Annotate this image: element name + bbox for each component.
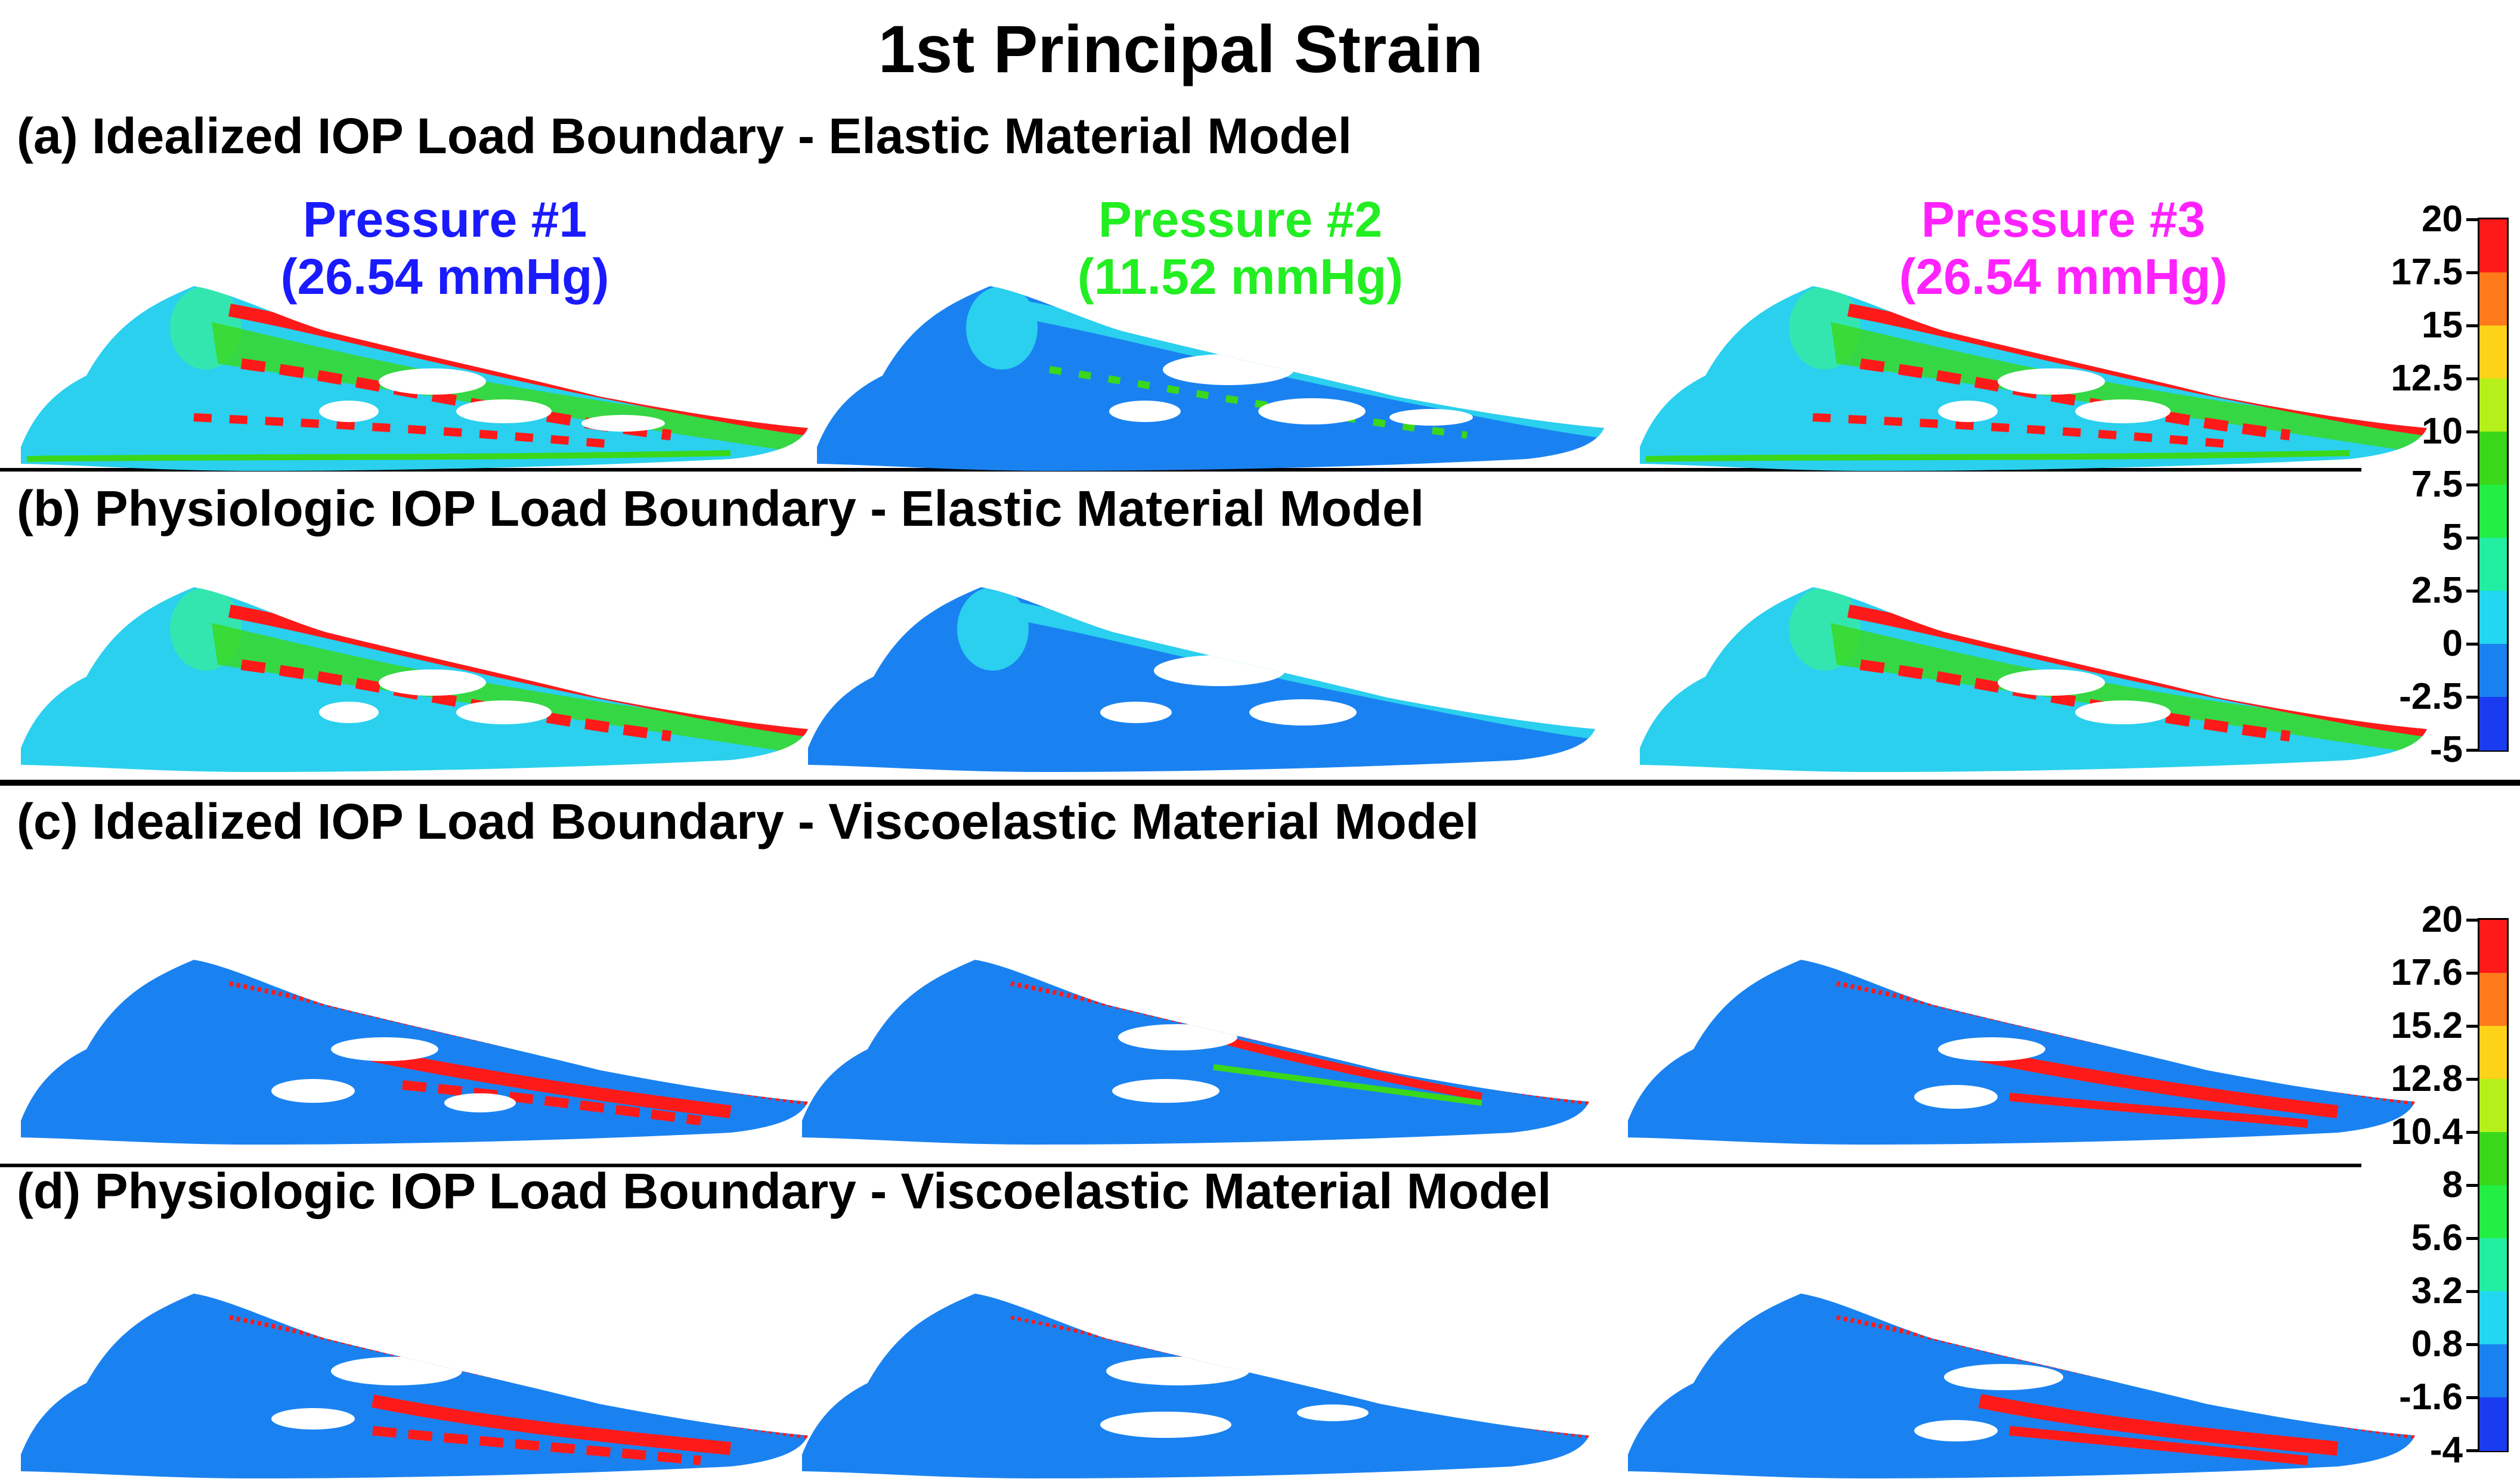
legend-elastic-tick-mark [2466, 430, 2478, 433]
panel-b-pressure-2 [808, 587, 1595, 772]
legend-elastic-tick-label: 15 [2422, 305, 2463, 346]
legend-viscoelastic-tick-label: 20 [2422, 899, 2463, 940]
legend-viscoelastic-tick-mark [2466, 1025, 2478, 1028]
legend-elastic-tick-mark [2466, 271, 2478, 274]
color-legend-elastic [2478, 218, 2509, 752]
pressure-1-name: Pressure #1 [302, 191, 587, 247]
pressure-2-label: Pressure #2 (11.52 mmHg) [912, 191, 1568, 305]
figure-title: 1st Principal Strain [878, 12, 1484, 86]
legend-elastic-color-band [2479, 538, 2507, 591]
legend-elastic-tick-label: 17.5 [2391, 252, 2463, 293]
legend-elastic-color-band [2479, 325, 2507, 379]
legend-elastic-color-band [2479, 432, 2507, 485]
legend-viscoelastic-tick-label: -1.6 [2399, 1376, 2463, 1418]
panel-c-pressure-2 [802, 960, 1589, 1145]
pressure-1-value: (26.54 mmHg) [280, 249, 609, 305]
legend-viscoelastic-color-band [2479, 1344, 2507, 1398]
legend-elastic-tick-mark [2466, 483, 2478, 486]
legend-viscoelastic-tick-label: 10.4 [2391, 1111, 2463, 1152]
panel-b-pressure-3 [1640, 587, 2427, 772]
legend-elastic-tick-mark [2466, 324, 2478, 327]
legend-viscoelastic-tick-mark [2466, 1396, 2478, 1399]
legend-viscoelastic-color-band [2479, 1185, 2507, 1239]
legend-elastic-tick-label: 2.5 [2411, 570, 2463, 611]
panel-c-pressure-1 [21, 960, 808, 1145]
pressure-3-name: Pressure #3 [1921, 191, 2206, 247]
legend-viscoelastic-tick-mark [2466, 1131, 2478, 1134]
legend-viscoelastic-tick-mark [2466, 1237, 2478, 1240]
legend-elastic-tick-label: -5 [2429, 729, 2463, 770]
divider-bc [0, 780, 2520, 786]
legend-elastic-tick-mark [2466, 537, 2478, 539]
pressure-2-value: (11.52 mmHg) [1077, 249, 1404, 305]
section-c-heading: (c) Idealized IOP Load Boundary - Viscoe… [17, 793, 1479, 849]
section-a-heading: (a) Idealized IOP Load Boundary - Elasti… [17, 108, 1352, 164]
legend-viscoelastic-tick-mark [2466, 1449, 2478, 1452]
legend-viscoelastic-tick-label: -4 [2429, 1430, 2463, 1471]
section-d-heading: (d) Physiologic IOP Load Boundary - Visc… [17, 1163, 1552, 1219]
legend-elastic-tick-mark [2466, 590, 2478, 593]
legend-viscoelastic-tick-label: 15.2 [2391, 1005, 2463, 1046]
legend-elastic-tick-label: 20 [2422, 199, 2463, 240]
panel-d-pressure-3 [1628, 1294, 2415, 1478]
legend-elastic-tick-label: 12.5 [2391, 358, 2463, 399]
legend-elastic-color-band [2479, 379, 2507, 432]
panel-a-pressure-1 [21, 286, 808, 471]
legend-viscoelastic-color-band [2479, 1238, 2507, 1292]
panel-d-pressure-1 [21, 1294, 808, 1478]
legend-viscoelastic-color-band [2479, 1132, 2507, 1186]
legend-elastic-tick-mark [2466, 377, 2478, 380]
panel-d-pressure-2 [802, 1294, 1589, 1478]
legend-viscoelastic-tick-label: 12.8 [2391, 1058, 2463, 1099]
legend-elastic-color-band [2479, 591, 2507, 644]
legend-elastic-tick-mark [2466, 749, 2478, 752]
legend-viscoelastic-tick-label: 17.6 [2391, 952, 2463, 993]
legend-viscoelastic-tick-label: 5.6 [2411, 1217, 2463, 1258]
panel-c-pressure-3 [1628, 960, 2415, 1145]
legend-elastic-tick-label: 5 [2442, 517, 2463, 558]
legend-viscoelastic-tick-mark [2466, 1078, 2478, 1081]
pressure-3-label: Pressure #3 (26.54 mmHg) [1735, 191, 2391, 305]
section-b-heading: (b) Physiologic IOP Load Boundary - Elas… [17, 480, 1425, 537]
legend-viscoelastic-tick-mark [2466, 919, 2478, 922]
legend-viscoelastic-tick-mark [2466, 1343, 2478, 1346]
legend-viscoelastic-color-band [2479, 1397, 2507, 1451]
legend-viscoelastic-tick-label: 0.8 [2411, 1323, 2463, 1365]
legend-elastic-tick-mark [2466, 643, 2478, 646]
legend-elastic-color-band [2479, 644, 2507, 697]
legend-viscoelastic-tick-label: 8 [2442, 1164, 2463, 1205]
legend-elastic-tick-label: 10 [2422, 411, 2463, 452]
legend-viscoelastic-color-band [2479, 920, 2507, 973]
legend-viscoelastic-color-band [2479, 973, 2507, 1027]
panel-a-pressure-3 [1640, 286, 2427, 471]
legend-viscoelastic-tick-mark [2466, 1184, 2478, 1187]
legend-elastic-tick-label: -2.5 [2399, 676, 2463, 717]
legend-elastic-tick-label: 0 [2442, 623, 2463, 664]
legend-viscoelastic-color-band [2479, 1079, 2507, 1133]
pressure-1-label: Pressure #1 (26.54 mmHg) [117, 191, 773, 305]
panel-b-pressure-1 [21, 587, 808, 772]
legend-viscoelastic-color-band [2479, 1291, 2507, 1345]
legend-elastic-tick-label: 7.5 [2411, 464, 2463, 505]
legend-elastic-color-band [2479, 697, 2507, 751]
legend-viscoelastic-tick-label: 3.2 [2411, 1270, 2463, 1311]
color-legend-viscoelastic [2478, 918, 2509, 1452]
legend-viscoelastic-color-band [2479, 1026, 2507, 1080]
legend-elastic-tick-mark [2466, 218, 2478, 221]
panel-a-pressure-2 [817, 286, 1604, 471]
legend-viscoelastic-tick-mark [2466, 972, 2478, 975]
legend-elastic-color-band [2479, 219, 2507, 273]
legend-elastic-tick-mark [2466, 696, 2478, 699]
divider-cd [0, 1164, 2361, 1167]
pressure-3-value: (26.54 mmHg) [1899, 249, 2228, 305]
legend-elastic-color-band [2479, 485, 2507, 538]
pressure-2-name: Pressure #2 [1098, 191, 1383, 247]
legend-viscoelastic-tick-mark [2466, 1290, 2478, 1293]
legend-elastic-color-band [2479, 272, 2507, 326]
